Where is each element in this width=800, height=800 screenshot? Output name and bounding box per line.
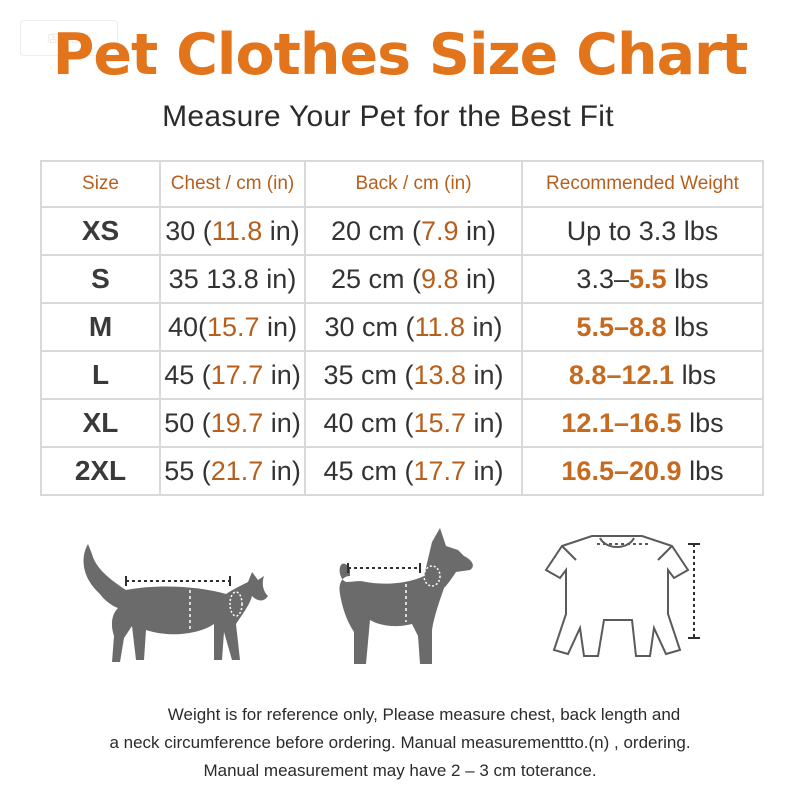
pet-garment-icon [544,535,700,657]
chest-cell: 30 (11.8 in) [159,206,306,256]
table-header-row: Size Chest / cm (in) Back / cm (in) Reco… [40,160,764,208]
weight-cell: 16.5–20.9 lbs [521,446,764,496]
table-row: L 45 (17.7 in) 35 cm (13.8 in) 8.8–12.1 … [40,350,764,400]
table-row: XL 50 (19.7 in) 40 cm (15.7 in) 12.1–16.… [40,398,764,448]
header-size: Size [40,160,161,208]
header-chest: Chest / cm (in) [159,160,306,208]
table-row: M 40(15.7 in) 30 cm (11.8 in) 5.5–8.8 lb… [40,302,764,352]
back-cell: 45 cm (17.7 in) [304,446,523,496]
back-cell: 35 cm (13.8 in) [304,350,523,400]
header-back: Back / cm (in) [304,160,523,208]
chest-cell: 40(15.7 in) [159,302,306,352]
cat-icon [83,544,268,662]
back-cell: 25 cm (9.8 in) [304,254,523,304]
weight-cell: 12.1–16.5 lbs [521,398,764,448]
note-line-1: Weight is for reference only, Please mea… [167,705,681,724]
size-cell: XS [40,206,161,256]
weight-cell: 8.8–12.1 lbs [521,350,764,400]
page-subtitle: Measure Your Pet for the Best Fit [162,100,614,133]
chest-cell: 35 13.8 in) [159,254,306,304]
back-cell: 20 cm (7.9 in) [304,206,523,256]
size-cell: 2XL [40,446,161,496]
table-row: 2XL 55 (21.7 in) 45 cm (17.7 in) 16.5–20… [40,446,764,496]
chest-cell: 45 (17.7 in) [159,350,306,400]
note-line-2: a neck circumference before ordering. Ma… [109,733,691,752]
watermark: 店铺名称 [20,20,118,56]
table-row: XS 30 (11.8 in) 20 cm (7.9 in) Up to 3.3… [40,206,764,256]
weight-cell: 3.3–5.5 lbs [521,254,764,304]
page-title: Pet Clothes Size Chart [52,22,749,88]
size-cell: S [40,254,161,304]
size-cell: M [40,302,161,352]
back-cell: 30 cm (11.8 in) [304,302,523,352]
header-weight: Recommended Weight [521,160,764,208]
chest-cell: 55 (21.7 in) [159,446,306,496]
note-line-3: Manual measurement may have 2 – 3 cm tot… [203,761,597,780]
measurement-illustrations [83,528,700,664]
weight-cell: 5.5–8.8 lbs [521,302,764,352]
chest-cell: 50 (19.7 in) [159,398,306,448]
size-table: Size Chest / cm (in) Back / cm (in) Reco… [40,160,764,496]
size-cell: L [40,350,161,400]
size-cell: XL [40,398,161,448]
table-row: S 35 13.8 in) 25 cm (9.8 in) 3.3–5.5 lbs [40,254,764,304]
dog-icon [339,528,473,664]
back-cell: 40 cm (15.7 in) [304,398,523,448]
weight-cell: Up to 3.3 lbs [521,206,764,256]
